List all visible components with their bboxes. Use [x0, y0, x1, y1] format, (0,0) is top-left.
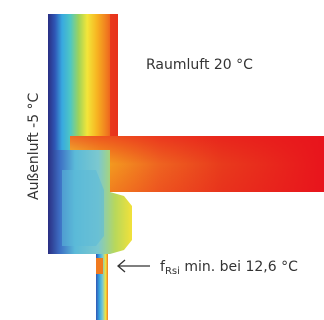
junction-cold-zone: [62, 170, 104, 246]
fRsi-text: min. bei 12,6 °C: [180, 259, 298, 275]
arrow-left-icon: [117, 259, 150, 273]
outside-air-label: Außenluft -5 °C: [26, 92, 42, 200]
inside-air-label: Raumluft 20 °C: [146, 57, 253, 73]
fRsi-subscript: Rsi: [165, 266, 180, 277]
fRsi-marker: [96, 258, 103, 274]
floor-slab-shade: [70, 136, 324, 192]
wall-inner-edge: [110, 14, 118, 136]
fRsi-annotation: fRsi min. bei 12,6 °C: [160, 259, 298, 277]
fRsi-symbol: f: [160, 259, 166, 275]
